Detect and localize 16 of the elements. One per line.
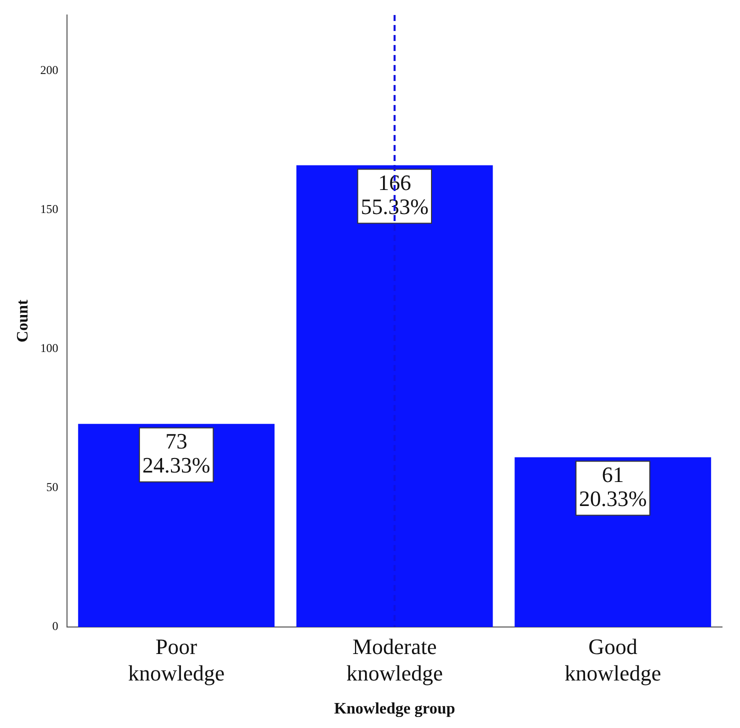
x-axis-title: Knowledge group [334, 700, 456, 718]
y-tick-label: 150 [40, 202, 58, 216]
x-tick-label: Poor knowledge [128, 634, 225, 686]
data-label: 61 20.33% [578, 462, 647, 512]
data-label: 73 24.33% [142, 428, 210, 478]
y-tick-label: 100 [40, 340, 58, 355]
bar [296, 165, 493, 627]
x-tick-label: Moderate knowledge [346, 634, 443, 686]
y-tick-label: 50 [46, 480, 58, 494]
bar [78, 424, 275, 627]
bar [514, 457, 712, 627]
y-tick-label: 200 [40, 62, 58, 77]
x-tick-label: Good knowledge [564, 634, 662, 686]
data-label: 166 55.33% [360, 170, 429, 219]
y-axis-title: Count [14, 298, 32, 342]
y-tick-label: 0 [52, 619, 58, 634]
